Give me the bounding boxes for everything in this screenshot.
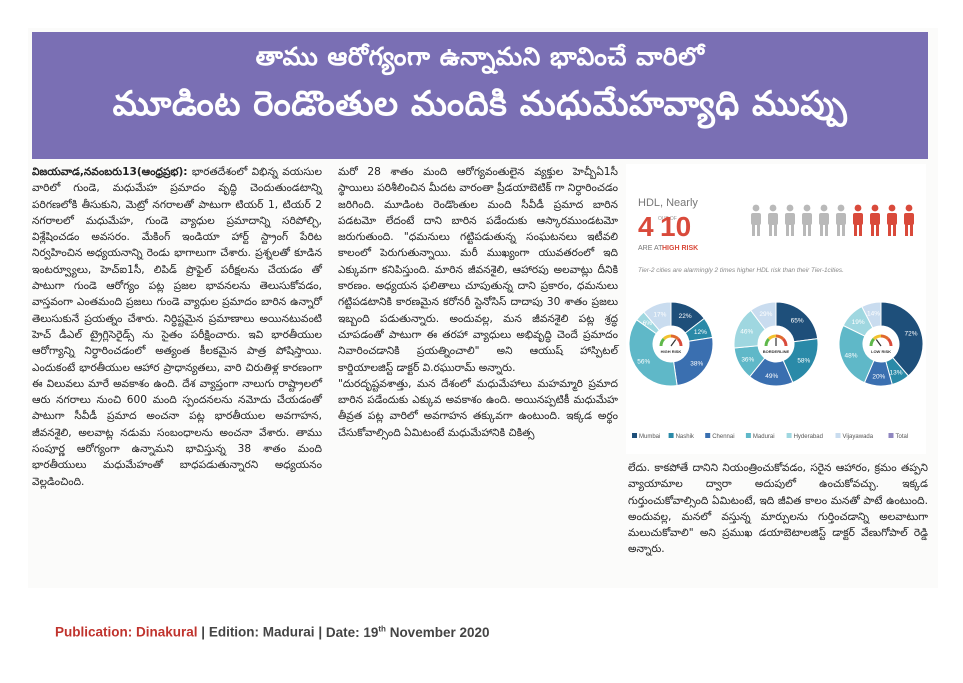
hdl-infographic: HDL, Nearly 4 OUT OF 10 ARE AT HIGH RISK… xyxy=(626,164,926,454)
legend-swatch xyxy=(888,433,894,438)
donut-slice xyxy=(628,319,678,387)
big-total: 10 xyxy=(660,211,691,242)
donut-slice xyxy=(880,301,924,377)
column-2-paragraph-1: మరో 28 శాతం మంది ఆరోగ్యవంతులైన వ్యక్తుల … xyxy=(338,166,618,374)
article-column-2: మరో 28 శాతం మంది ఆరోగ్యవంతులైన వ్యక్తుల … xyxy=(338,164,618,441)
donut-value-label: 65% xyxy=(791,317,804,324)
article-column-1: విజయవాడ,నవంబరు13(ఆంధ్రప్రభ): భారతదేశంలో … xyxy=(32,164,322,490)
legend-label: Vijayawada xyxy=(843,434,874,440)
legend-item: Nashik xyxy=(668,433,695,440)
donut-value-label: 38% xyxy=(690,360,703,367)
person-icon xyxy=(768,204,778,236)
person-icon-at-risk xyxy=(887,204,897,236)
headline-banner: తాము ఆరోగ్యంగా ఉన్నామని భావించే వారిలో మ… xyxy=(32,32,928,159)
donut-chart-1: 22% 12% 38% 56% 6%17% HIGH RISK xyxy=(628,301,714,387)
donut-center-label: HIGH RISK xyxy=(661,349,682,354)
donut-value-label: 17% xyxy=(653,311,666,318)
infographic-canvas: HDL, Nearly 4 OUT OF 10 ARE AT HIGH RISK… xyxy=(628,197,924,440)
donut-value-label: 36% xyxy=(741,357,754,364)
headline-kicker: తాము ఆరోగ్యంగా ఉన్నామని భావించే వారిలో xyxy=(255,42,705,71)
date-suffix-sup: th xyxy=(378,624,386,633)
edition-label: Edition: Madurai xyxy=(208,624,315,640)
donut-value-label: 49% xyxy=(765,373,778,380)
donut-value-label: 19% xyxy=(852,319,865,326)
legend-swatch xyxy=(632,433,637,438)
date-prefix: Date: 19 xyxy=(325,624,379,640)
donut-value-label: 13% xyxy=(890,370,903,377)
publication-label: Publication: Dinakural xyxy=(55,624,198,640)
infographic-heading: HDL, Nearly xyxy=(638,197,698,209)
legend-label: Madurai xyxy=(753,434,775,440)
legend-item: Madurai xyxy=(745,433,775,440)
person-icon xyxy=(819,204,829,236)
legend-swatch xyxy=(745,433,751,438)
legend-label: Chennai xyxy=(712,434,734,440)
donut-value-label: 12% xyxy=(694,329,707,336)
donut-charts: 22% 12% 38% 56% 6%17% HIGH RISK 65% 58% 49% 36% 46… xyxy=(628,301,924,387)
donut-value-label: 46% xyxy=(740,329,753,336)
donut-value-label: 56% xyxy=(637,358,650,365)
legend-swatch xyxy=(835,433,841,438)
out-of-label: OUT OF xyxy=(658,216,677,222)
legend-label: Total xyxy=(896,434,909,440)
donut-center-label: LOW RISK xyxy=(871,349,891,354)
person-icon xyxy=(802,204,812,236)
donut-value-label: 58% xyxy=(797,357,810,364)
legend-item: Mumbai xyxy=(632,433,660,440)
gauge-icon xyxy=(659,334,683,347)
column-1-paragraph: భారతదేశంలో విభిన్న వయసుల వారిలో గుండె, మ… xyxy=(32,166,322,488)
donut-center-label: BORDERLINE xyxy=(763,349,790,354)
headline-main: మూడింట రెండొంతుల మందికి మధుమేహవ్యాధి ముప… xyxy=(112,84,848,124)
legend-item: Hyderabad xyxy=(786,433,823,440)
date-suffix: November 2020 xyxy=(385,624,490,640)
donut-value-label: 6% xyxy=(643,320,653,327)
column-3-paragraph: లేదు. కాకపోతే దానిని నియంత్రించుకోవడం, స… xyxy=(628,462,928,556)
city-legend: Mumbai Nashik Chennai Madurai Hyderabad Vijay… xyxy=(632,433,908,440)
legend-swatch xyxy=(668,433,674,438)
donut-value-label: 20% xyxy=(872,373,885,380)
gauge-icon xyxy=(869,334,893,347)
column-1-text: విజయవాడ,నవంబరు13(ఆంధ్రప్రభ): భారతదేశంలో … xyxy=(32,164,322,490)
separator-1: | xyxy=(197,624,209,640)
donut-value-label: 14% xyxy=(867,310,880,317)
donut-value-label: 72% xyxy=(905,330,918,337)
donut-slice xyxy=(861,301,882,329)
donut-chart-2: 65% 58% 49% 36% 46% 29% BORDERLINE xyxy=(733,301,819,387)
person-icon-at-risk xyxy=(853,204,863,236)
big-number: 4 xyxy=(638,211,654,242)
legend-label: Mumbai xyxy=(639,434,660,440)
date-label: Date: 19th November 2020 xyxy=(325,624,490,640)
gauge-icon xyxy=(764,334,788,347)
person-icon-at-risk xyxy=(870,204,880,236)
legend-swatch xyxy=(705,433,711,438)
article-column-3: లేదు. కాకపోతే దానిని నియంత్రించుకోవడం, స… xyxy=(628,460,928,558)
risk-word: HIGH RISK xyxy=(662,245,698,252)
people-row xyxy=(751,204,914,236)
column-2-paragraph-2: "దురదృష్టవశాత్తు, మన దేశంలో మధుమేహాలు మహ… xyxy=(338,377,618,439)
dateline: విజయవాడ,నవంబరు13(ఆంధ్రప్రభ): xyxy=(32,166,188,178)
legend-item: Chennai xyxy=(705,433,735,440)
person-icon xyxy=(785,204,795,236)
legend-item: Total xyxy=(888,433,909,440)
person-icon xyxy=(836,204,846,236)
newspaper-clipping: తాము ఆరోగ్యంగా ఉన్నామని భావించే వారిలో మ… xyxy=(28,28,938,588)
legend-swatch xyxy=(786,433,792,438)
legend-item: Vijayawada xyxy=(835,433,874,440)
risk-prefix: ARE AT xyxy=(638,245,663,252)
person-icon-at-risk xyxy=(904,204,914,236)
publication-footer: Publication: Dinakural | Edition: Madura… xyxy=(55,624,490,640)
donut-slice xyxy=(643,301,672,332)
donut-value-label: 48% xyxy=(844,353,857,360)
person-icon xyxy=(751,204,761,236)
legend-label: Nashik xyxy=(676,434,695,440)
donut-slice xyxy=(750,301,777,331)
legend-label: Hyderabad xyxy=(794,434,823,440)
donut-value-label: 29% xyxy=(759,311,772,318)
donut-chart-3: 72% 13% 20% 48% 19%14% LOW RISK xyxy=(838,301,924,387)
separator-2: | xyxy=(314,624,326,640)
infographic-subtitle: Tier-2 cities are alarmingly 2 times hig… xyxy=(638,267,844,274)
donut-value-label: 22% xyxy=(679,313,692,320)
